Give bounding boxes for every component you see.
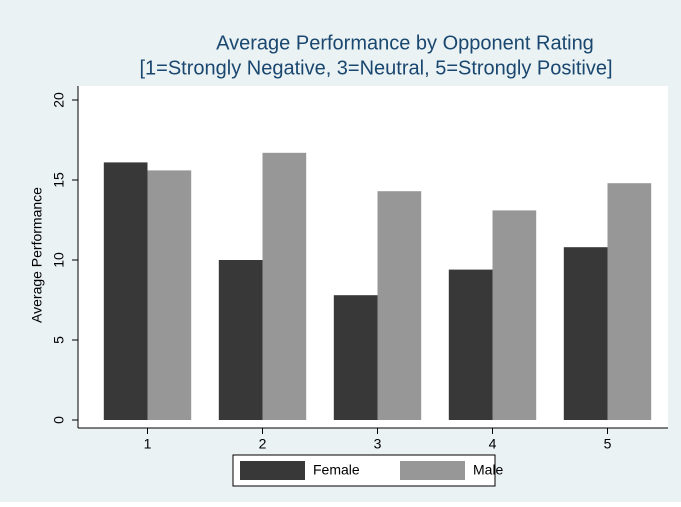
bar bbox=[218, 260, 263, 420]
bar bbox=[563, 247, 608, 420]
legend-swatch bbox=[400, 461, 465, 480]
x-tick-label: 4 bbox=[489, 436, 497, 452]
chart-title: Average Performance by Opponent Rating bbox=[216, 32, 594, 54]
y-tick-label: 15 bbox=[51, 172, 67, 188]
legend-swatch bbox=[240, 461, 305, 480]
x-tick-label: 3 bbox=[374, 436, 382, 452]
bar bbox=[377, 191, 422, 420]
y-axis-title: Average Performance bbox=[29, 187, 45, 323]
y-tick-label: 0 bbox=[51, 416, 67, 424]
bar bbox=[448, 269, 493, 420]
legend-label: Female bbox=[313, 462, 360, 478]
bar bbox=[607, 183, 652, 420]
bar bbox=[492, 210, 537, 420]
legend-label: Male bbox=[473, 462, 504, 478]
y-tick-label: 20 bbox=[51, 92, 67, 108]
y-tick-label: 5 bbox=[51, 336, 67, 344]
x-tick-label: 1 bbox=[144, 436, 152, 452]
x-tick-label: 2 bbox=[259, 436, 267, 452]
x-tick-label: 5 bbox=[604, 436, 612, 452]
bar bbox=[103, 162, 148, 420]
bar bbox=[262, 152, 307, 421]
y-tick-label: 10 bbox=[51, 252, 67, 268]
chart-title: [1=Strongly Negative, 3=Neutral, 5=Stron… bbox=[139, 57, 612, 79]
bar bbox=[147, 170, 192, 420]
bar bbox=[333, 295, 378, 420]
